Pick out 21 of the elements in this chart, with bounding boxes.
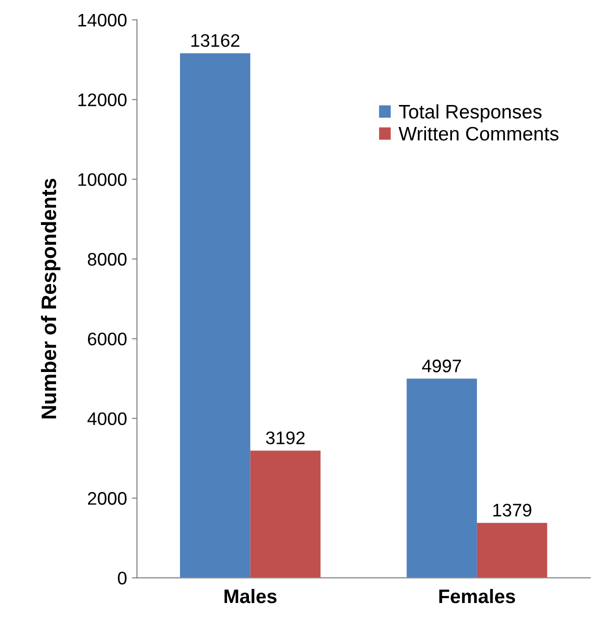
data-label: 13162 [191, 34, 240, 47]
legend-label: Total Responses [398, 104, 542, 122]
y-tick-label: 12000 [78, 93, 127, 106]
y-tick-label: 14000 [78, 14, 127, 27]
x-tick-label: Females [439, 588, 516, 604]
data-label: 3192 [266, 431, 305, 444]
y-tick-label: 6000 [88, 332, 127, 346]
data-label: 1379 [493, 504, 532, 517]
bar [180, 53, 250, 578]
bar [476, 522, 548, 578]
y-tick-label: 4000 [87, 412, 127, 426]
y-tick-label: 10000 [78, 173, 127, 186]
y-tick-label: 8000 [88, 252, 127, 266]
x-tick-label: Males [224, 588, 277, 604]
y-axis-title: Number of Respondents [40, 178, 60, 418]
bar [250, 450, 321, 578]
data-label: 4997 [422, 360, 461, 372]
y-tick-label: 2000 [88, 492, 127, 505]
bar [406, 378, 477, 578]
legend-label: Written Comments [398, 126, 558, 141]
y-tick-label: 0 [118, 572, 127, 585]
